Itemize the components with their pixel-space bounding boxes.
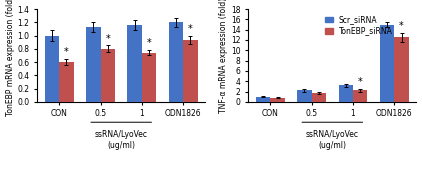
Bar bbox=[142, 53, 156, 102]
Text: (ug/ml): (ug/ml) bbox=[318, 141, 346, 150]
Bar bbox=[86, 27, 100, 102]
Text: *: * bbox=[64, 47, 69, 57]
Bar bbox=[353, 90, 368, 102]
Bar bbox=[271, 98, 285, 102]
Bar bbox=[127, 25, 142, 102]
Text: ssRNA/LyoVec: ssRNA/LyoVec bbox=[306, 130, 359, 139]
Text: (ug/ml): (ug/ml) bbox=[107, 141, 135, 150]
Text: ssRNA/LyoVec: ssRNA/LyoVec bbox=[95, 130, 148, 139]
Text: *: * bbox=[188, 24, 193, 34]
Text: *: * bbox=[358, 77, 362, 87]
Bar bbox=[297, 90, 312, 102]
Bar bbox=[183, 40, 197, 102]
Bar bbox=[380, 25, 394, 102]
Bar bbox=[45, 36, 59, 102]
Text: *: * bbox=[147, 38, 151, 48]
Bar bbox=[100, 49, 115, 102]
Bar bbox=[312, 93, 326, 102]
Legend: Scr_siRNA, TonEBP_siRNA: Scr_siRNA, TonEBP_siRNA bbox=[323, 13, 395, 38]
Y-axis label: TNF-α mRNA expression (fold): TNF-α mRNA expression (fold) bbox=[219, 0, 228, 113]
Bar bbox=[59, 62, 74, 102]
Bar bbox=[338, 85, 353, 102]
Bar bbox=[394, 37, 409, 102]
Y-axis label: TonEBP mRNA expression (fold): TonEBP mRNA expression (fold) bbox=[5, 0, 14, 116]
Bar bbox=[169, 22, 183, 102]
Bar bbox=[256, 97, 271, 102]
Text: *: * bbox=[106, 34, 110, 44]
Text: *: * bbox=[399, 21, 404, 31]
